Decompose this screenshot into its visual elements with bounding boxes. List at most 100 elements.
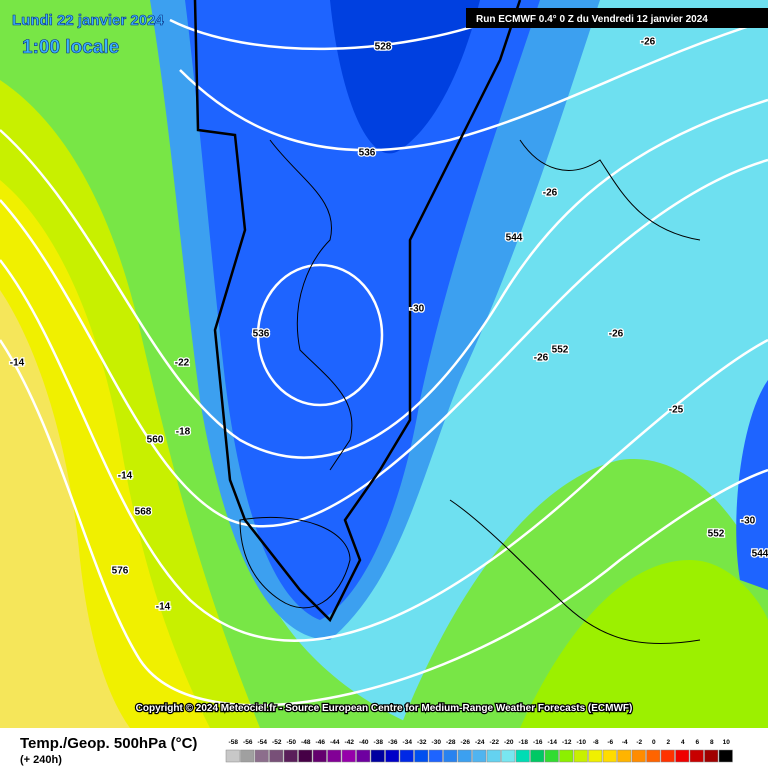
legend-swatch [530, 749, 545, 763]
contour-label: -26 [609, 329, 624, 340]
run-box [466, 8, 768, 28]
legend-value: -38 [374, 739, 384, 746]
legend-swatch [414, 749, 429, 763]
legend-swatch [283, 749, 298, 763]
contour-label: -30 [741, 516, 756, 527]
legend-value: -58 [229, 739, 239, 746]
legend-value: -12 [562, 739, 572, 746]
legend-value: -20 [504, 739, 514, 746]
legend-value: -54 [258, 739, 268, 746]
contour-label: -22 [175, 358, 190, 369]
legend-value: -56 [243, 739, 253, 746]
contour-label: -14 [118, 471, 133, 482]
legend-value: -14 [548, 739, 558, 746]
legend-value: -34 [403, 739, 413, 746]
legend-lead: (+ 240h) [20, 754, 62, 766]
zone-coldest [330, 0, 480, 154]
legend-value: 10 [723, 739, 731, 746]
legend-swatch [646, 749, 661, 763]
legend-value: -26 [461, 739, 471, 746]
legend-swatch [559, 749, 574, 763]
legend-swatch [254, 749, 269, 763]
legend-value: -30 [432, 739, 442, 746]
legend-value: -8 [593, 739, 599, 746]
map-date: Lundi 22 janvier 2024 [12, 12, 164, 29]
legend-value: -36 [388, 739, 398, 746]
legend-swatch [486, 749, 501, 763]
contour-label: -30 [410, 304, 425, 315]
legend-swatch [356, 749, 371, 763]
contour-label: -14 [156, 602, 171, 613]
legend-value: 6 [695, 739, 699, 746]
legend-swatch [544, 749, 559, 763]
copyright: Copyright © 2024 Meteociel.fr - Source E… [136, 703, 633, 714]
legend-swatch [457, 749, 472, 763]
legend-value: -48 [301, 739, 311, 746]
legend-swatch [631, 749, 646, 763]
map-time: 1:00 locale [22, 37, 119, 58]
legend-swatch [341, 749, 356, 763]
legend-value: 4 [681, 739, 685, 746]
legend-swatch [718, 749, 733, 763]
legend-swatch [704, 749, 719, 763]
legend-value: -46 [316, 739, 326, 746]
legend-swatch [428, 749, 443, 763]
contour-label: 536 [359, 148, 376, 159]
contour-label: 544 [506, 233, 523, 244]
legend-swatch [269, 749, 284, 763]
run-info: Run ECMWF 0.4° 0 Z du Vendredi 12 janvie… [476, 14, 708, 25]
contour-label: -25 [669, 405, 684, 416]
legend-swatch [602, 749, 617, 763]
legend-value: -22 [490, 739, 500, 746]
legend-swatch [617, 749, 632, 763]
legend-value: -32 [417, 739, 427, 746]
zone-yellowgreen-south [520, 560, 768, 728]
legend-swatch [385, 749, 400, 763]
legend-value: -18 [519, 739, 529, 746]
legend-title: Temp./Geop. 500hPa (°C) [20, 735, 197, 752]
contour-label: 560 [147, 435, 164, 446]
legend-swatch [689, 749, 704, 763]
contour-label: -26 [543, 188, 558, 199]
legend-value: -28 [446, 739, 456, 746]
legend-value: -50 [287, 739, 297, 746]
contour-label: 552 [708, 529, 725, 540]
legend-value: -24 [475, 739, 485, 746]
legend-swatch [675, 749, 690, 763]
legend-value: 8 [710, 739, 714, 746]
legend-swatch [573, 749, 588, 763]
legend-swatch [312, 749, 327, 763]
zone-cold-east [736, 380, 768, 590]
legend-swatch [472, 749, 487, 763]
legend-swatch [370, 749, 385, 763]
contour-label: -14 [10, 358, 25, 369]
legend-value: -44 [330, 739, 340, 746]
legend-value: 0 [652, 739, 656, 746]
legend-value: 2 [666, 739, 670, 746]
legend-swatch [240, 749, 255, 763]
legend-swatch [298, 749, 313, 763]
contour-label: 544 [752, 549, 768, 560]
legend-value: -16 [533, 739, 543, 746]
contour-label: 528 [375, 42, 392, 53]
legend-swatch [327, 749, 342, 763]
legend-swatch [515, 749, 530, 763]
legend-swatch [588, 749, 603, 763]
legend-swatch [660, 749, 675, 763]
contour-label: -26 [641, 37, 656, 48]
contour-label: -26 [534, 353, 549, 364]
legend-value: -10 [577, 739, 587, 746]
coastlines [239, 139, 701, 645]
legend-value: -40 [359, 739, 369, 746]
legend-swatch [399, 749, 414, 763]
contour-label: -18 [176, 427, 191, 438]
contour-label: 536 [253, 329, 270, 340]
legend-value: -6 [607, 739, 613, 746]
isotherm-minus-30 [193, 0, 522, 623]
legend-swatch [225, 749, 240, 763]
contour-label: 568 [135, 507, 152, 518]
contour-label: 552 [552, 345, 569, 356]
legend-value: -52 [272, 739, 282, 746]
contour-label: 576 [112, 566, 129, 577]
